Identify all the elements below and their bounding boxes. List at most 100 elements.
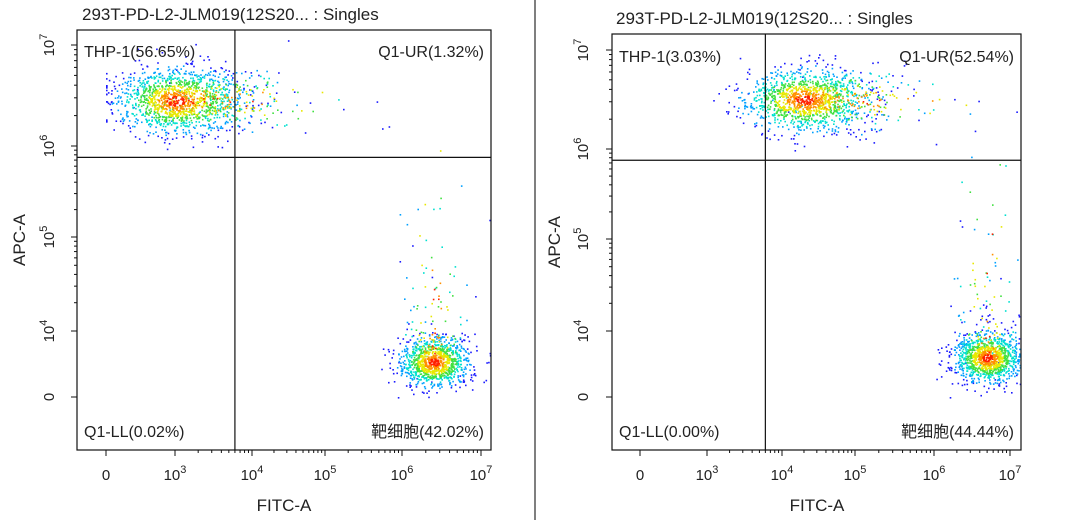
event-dot: [429, 343, 431, 346]
event-dot: [809, 113, 812, 115]
event-dot: [141, 121, 143, 124]
event-dot: [858, 83, 860, 85]
event-dot: [851, 116, 853, 119]
event-dot: [453, 345, 455, 347]
event-dot: [963, 344, 966, 347]
event-dot: [179, 95, 182, 97]
event-dot: [428, 364, 431, 367]
event-dot: [797, 107, 799, 109]
event-dot: [239, 97, 241, 99]
event-dot: [195, 121, 198, 123]
event-dot: [188, 97, 190, 100]
event-dot: [985, 333, 988, 335]
event-dot: [154, 90, 156, 92]
event-dot: [158, 92, 161, 95]
event-dot: [812, 120, 815, 122]
event-dot: [255, 85, 257, 87]
event-dot: [186, 104, 188, 107]
event-dot: [208, 126, 210, 129]
event-dot: [828, 100, 831, 102]
event-dot: [439, 352, 441, 354]
event-dot: [172, 120, 174, 122]
event-dot: [193, 80, 196, 82]
event-dot: [150, 108, 152, 110]
event-dot: [144, 115, 146, 117]
event-dot: [871, 120, 874, 123]
event-dot: [424, 367, 427, 370]
event-dot: [826, 113, 828, 115]
event-dot: [776, 112, 778, 114]
event-dot: [434, 332, 436, 335]
event-dot: [240, 108, 243, 111]
event-dot: [774, 85, 776, 87]
event-dot: [466, 319, 468, 322]
event-dot: [836, 111, 839, 114]
event-dot: [834, 94, 837, 96]
event-dot: [978, 378, 980, 381]
event-dot: [441, 370, 443, 373]
event-dot: [467, 359, 470, 362]
event-dot: [168, 88, 171, 90]
event-dot: [790, 96, 792, 99]
event-dot: [410, 309, 412, 312]
event-dot: [423, 367, 426, 370]
event-dot: [148, 114, 150, 116]
event-dot: [405, 354, 407, 356]
event-dot: [978, 344, 981, 346]
event-dot: [433, 372, 436, 375]
event-dot: [226, 115, 229, 118]
event-dot: [961, 321, 963, 324]
event-dot: [964, 361, 967, 363]
event-dot: [822, 91, 825, 94]
event-dot: [1013, 349, 1015, 352]
event-dot: [260, 102, 263, 105]
event-dot: [778, 100, 781, 102]
event-dot: [184, 125, 186, 127]
event-dot: [227, 105, 229, 108]
event-dot: [165, 94, 168, 96]
event-dot: [249, 94, 252, 96]
event-dot: [187, 105, 189, 107]
event-dot: [191, 91, 193, 94]
event-dot: [447, 366, 449, 368]
event-dot: [252, 110, 255, 112]
event-dot: [809, 91, 811, 94]
event-dot: [432, 320, 434, 323]
event-dot: [190, 96, 192, 98]
event-dot: [217, 146, 219, 148]
event-dot: [247, 94, 250, 96]
event-dot: [446, 306, 448, 308]
event-dot: [173, 101, 175, 103]
event-dot: [134, 125, 136, 128]
event-dot: [249, 122, 251, 125]
event-dot: [428, 358, 431, 361]
event-dot: [148, 84, 150, 87]
event-dot: [773, 94, 776, 97]
event-dot: [267, 104, 269, 106]
event-dot: [211, 98, 214, 101]
event-dot: [780, 81, 783, 84]
event-dot: [808, 94, 811, 97]
event-dot: [834, 55, 837, 57]
event-dot: [851, 82, 854, 85]
event-dot: [163, 116, 165, 118]
event-dot: [1003, 349, 1005, 352]
event-dot: [815, 108, 818, 111]
event-dot: [179, 106, 182, 108]
event-dot: [417, 361, 419, 364]
event-dot: [222, 113, 225, 115]
event-dot: [186, 97, 188, 100]
event-dot: [185, 95, 188, 98]
event-dot: [402, 368, 404, 371]
event-dot: [781, 107, 783, 109]
event-dot: [199, 55, 202, 57]
event-dot: [443, 336, 446, 338]
event-dot: [966, 362, 969, 364]
event-dot: [215, 91, 217, 93]
event-dot: [128, 120, 131, 122]
event-dot: [1003, 339, 1006, 342]
event-dot: [239, 86, 241, 88]
event-dot: [798, 96, 800, 99]
event-dot: [782, 92, 784, 94]
event-dot: [462, 375, 465, 378]
